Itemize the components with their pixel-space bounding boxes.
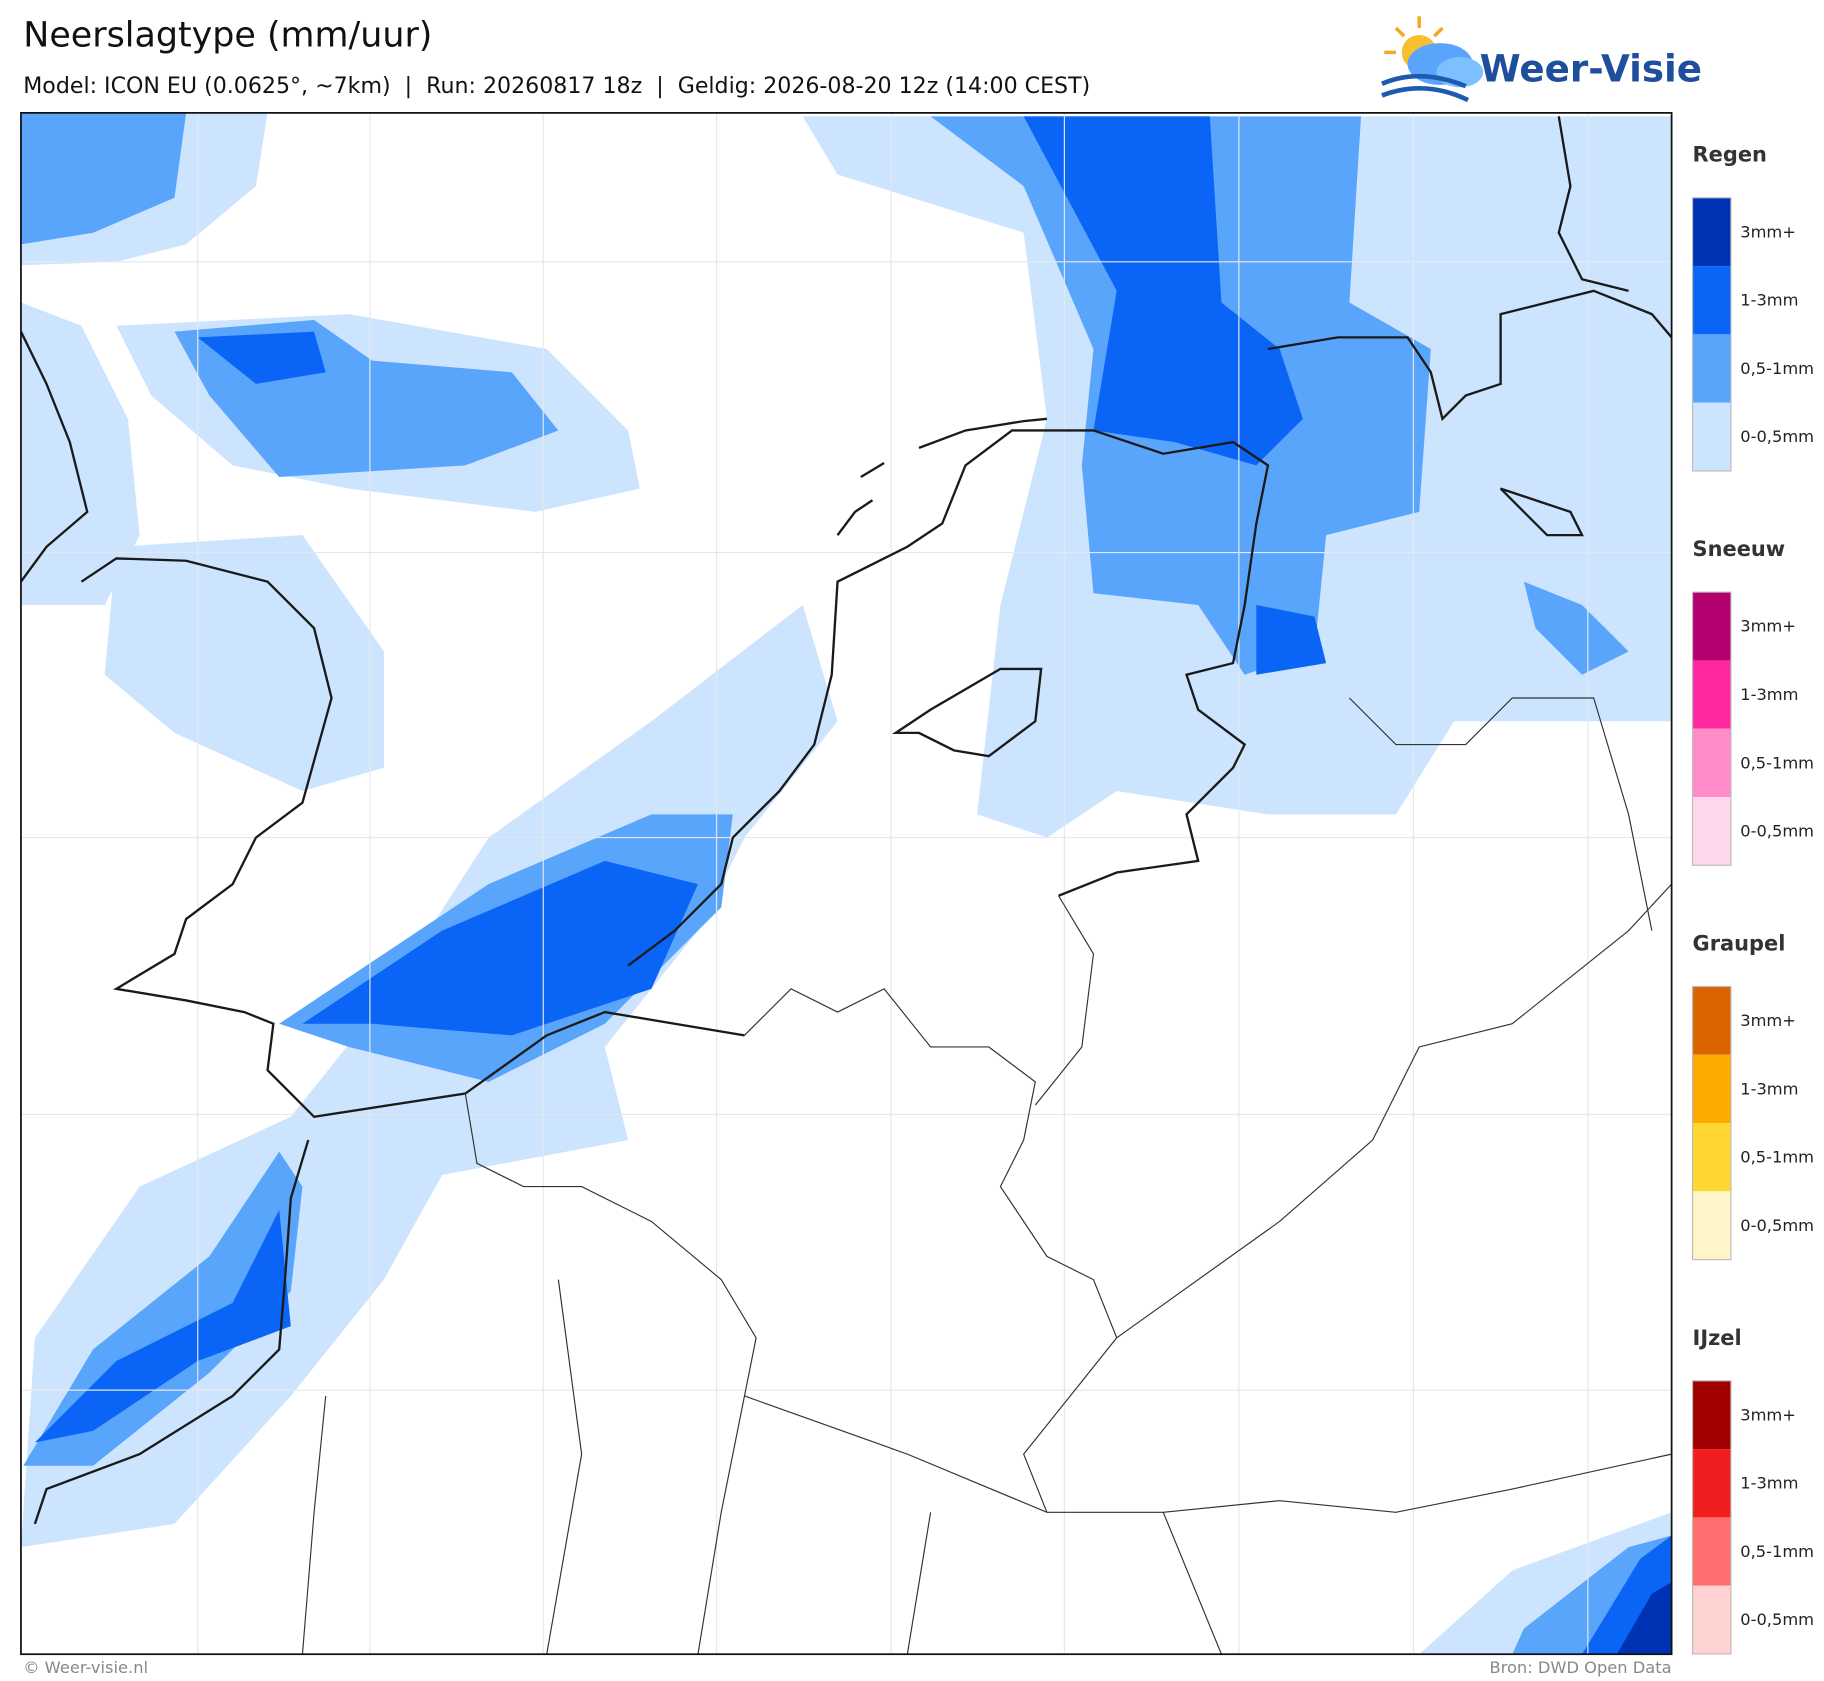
legend-swatch <box>1692 1191 1731 1260</box>
legend-label: 3mm+ <box>1740 222 1796 241</box>
legend-label: 0-0,5mm <box>1740 1216 1814 1235</box>
legend-frame <box>1691 985 1732 1261</box>
legend-label: 0-0,5mm <box>1740 822 1814 841</box>
legend-title: Regen <box>1693 143 1767 167</box>
logo-text: Weer-Visie <box>1480 46 1702 90</box>
legend-swatch <box>1692 1449 1731 1518</box>
legend-swatch <box>1692 986 1731 1055</box>
legend-label: 0,5-1mm <box>1740 1148 1814 1167</box>
legend-swatch <box>1692 197 1731 267</box>
legend-label: 0,5-1mm <box>1740 1542 1814 1561</box>
legend-swatch <box>1692 728 1731 797</box>
legend-frame <box>1691 197 1732 472</box>
legend-swatch <box>1692 1123 1731 1192</box>
subtitle: Model: ICON EU (0.0625°, ~7km) | Run: 20… <box>23 73 1090 99</box>
legend-frame <box>1691 1380 1732 1655</box>
legend-swatch <box>1692 1517 1731 1586</box>
legend-label: 1-3mm <box>1740 1079 1798 1098</box>
legend-swatch <box>1692 1380 1731 1450</box>
footer-left: © Weer-visie.nl <box>23 1658 148 1677</box>
legend-swatch <box>1692 1054 1731 1124</box>
legend-label: 0-0,5mm <box>1740 1610 1814 1629</box>
legend-swatch <box>1692 266 1731 335</box>
title: Neerslagtype (mm/uur) <box>23 16 432 56</box>
legend-swatch <box>1692 334 1731 403</box>
legend-swatch <box>1692 660 1731 729</box>
legend-swatch <box>1692 402 1731 471</box>
legend-label: 0,5-1mm <box>1740 753 1814 772</box>
logo: Weer-Visie <box>1381 16 1702 103</box>
legend-title: Graupel <box>1693 931 1786 955</box>
legend-label: 1-3mm <box>1740 291 1798 310</box>
legend-label: 3mm+ <box>1740 617 1796 636</box>
legend-label: 1-3mm <box>1740 685 1798 704</box>
legend-title: IJzel <box>1693 1326 1742 1350</box>
legend-label: 3mm+ <box>1740 1011 1796 1030</box>
legend-frame <box>1691 591 1732 866</box>
legend-swatch <box>1692 592 1731 661</box>
legend-label: 0-0,5mm <box>1740 427 1814 446</box>
legend-title: Sneeuw <box>1693 537 1786 561</box>
legend-label: 0,5-1mm <box>1740 359 1814 378</box>
map <box>20 112 1673 1656</box>
legend: Regen 3mm+ 1-3mm 0,5-1mm 0-0,5mm Sneeuw 3mm+ 1-… <box>1691 143 1814 1655</box>
legend-swatch <box>1692 796 1731 866</box>
legend-label: 1-3mm <box>1740 1474 1798 1493</box>
legend-label: 3mm+ <box>1740 1405 1796 1424</box>
legend-swatch <box>1692 1585 1731 1654</box>
footer-right: Bron: DWD Open Data <box>1489 1658 1671 1677</box>
